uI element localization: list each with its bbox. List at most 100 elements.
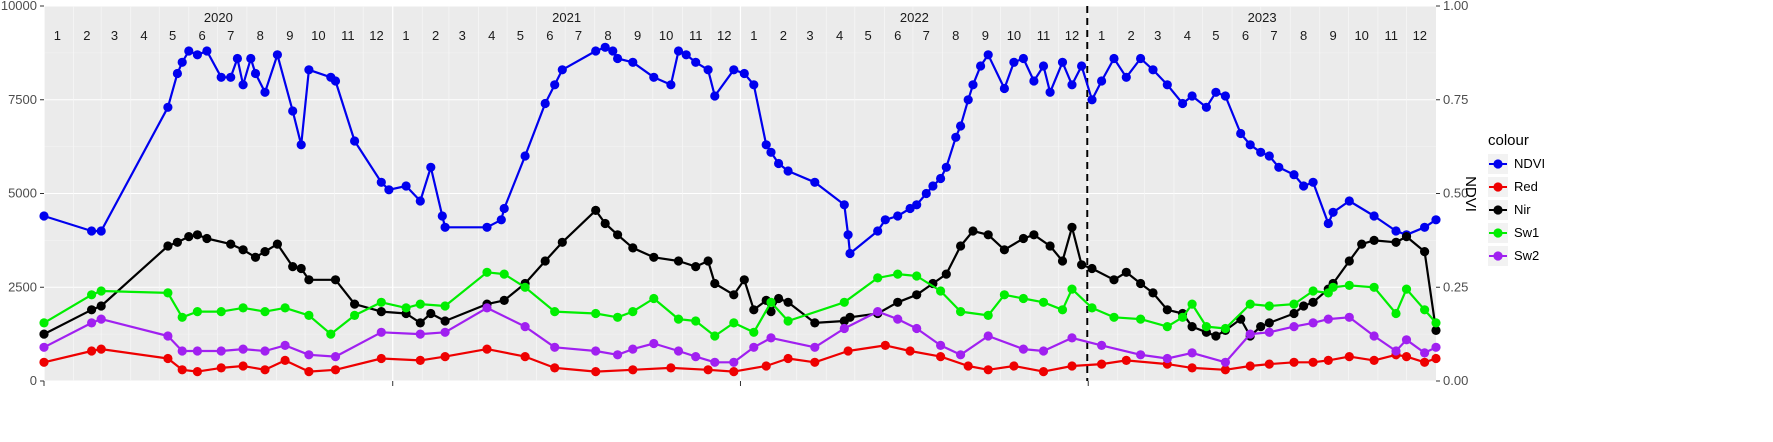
data-point-ndvi bbox=[666, 80, 676, 90]
data-point-ndvi bbox=[304, 65, 314, 75]
data-point-ndvi bbox=[96, 226, 106, 236]
data-point-nir bbox=[1187, 322, 1197, 332]
data-point-red bbox=[163, 353, 173, 364]
data-point-red bbox=[1245, 361, 1255, 371]
data-point-sw1 bbox=[87, 290, 97, 300]
data-point-sw2 bbox=[649, 338, 659, 349]
data-point-sw1 bbox=[591, 308, 601, 319]
data-point-ndvi bbox=[956, 121, 966, 131]
data-point-ndvi bbox=[1077, 61, 1087, 71]
legend-label-sw1: Sw1 bbox=[1514, 225, 1539, 240]
data-point-red bbox=[1121, 355, 1131, 365]
data-point-nir bbox=[350, 299, 360, 309]
legend: colour NDVI Red Nir Sw1 Sw2 bbox=[1488, 132, 1545, 266]
month-label: 6 bbox=[546, 28, 553, 43]
data-point-ndvi bbox=[1264, 151, 1274, 161]
data-point-nir bbox=[202, 233, 212, 244]
data-point-nir bbox=[540, 256, 550, 266]
data-point-sw2 bbox=[1420, 348, 1430, 358]
data-point-sw1 bbox=[983, 310, 993, 320]
data-point-nir bbox=[226, 239, 236, 249]
data-point-sw2 bbox=[613, 350, 623, 360]
data-point-nir bbox=[1299, 301, 1309, 311]
data-point-nir bbox=[272, 239, 282, 249]
data-point-ndvi bbox=[226, 72, 236, 82]
data-point-nir bbox=[426, 308, 436, 319]
data-point-sw2 bbox=[216, 346, 226, 356]
data-point-nir bbox=[941, 269, 951, 279]
month-label: 7 bbox=[575, 28, 582, 43]
legend-label-sw2: Sw2 bbox=[1514, 248, 1539, 263]
data-point-red bbox=[963, 361, 973, 371]
data-point-ndvi bbox=[941, 162, 951, 172]
data-point-ndvi bbox=[1057, 57, 1068, 67]
data-point-ndvi bbox=[591, 46, 601, 56]
data-point-ndvi bbox=[1211, 87, 1221, 97]
month-label: 11 bbox=[1037, 28, 1051, 43]
data-point-red bbox=[703, 365, 713, 375]
legend-title: colour bbox=[1488, 132, 1529, 149]
data-point-sw1 bbox=[192, 307, 202, 317]
data-point-sw1 bbox=[783, 316, 793, 326]
data-point-nir bbox=[1401, 232, 1412, 242]
month-label: 5 bbox=[517, 28, 524, 43]
right-axis-tick-label: 0.75 bbox=[1443, 92, 1468, 107]
data-point-ndvi bbox=[912, 200, 922, 210]
data-point-sw1 bbox=[1220, 323, 1230, 334]
data-point-nir bbox=[766, 307, 776, 317]
data-point-sw1 bbox=[440, 301, 450, 311]
month-label: 9 bbox=[982, 28, 989, 43]
right-axis-tick-label: 0.00 bbox=[1443, 373, 1468, 388]
data-point-ndvi bbox=[330, 76, 341, 86]
month-label: 6 bbox=[1242, 28, 1249, 43]
axes: 0 2500 5000 7500 10000 0.00 0.25 0.50 0.75 1.00 bbox=[1, 0, 1468, 388]
data-point-nir bbox=[810, 318, 820, 328]
data-point-ndvi bbox=[440, 222, 450, 232]
data-point-red bbox=[87, 346, 97, 356]
data-point-sw1 bbox=[710, 331, 720, 341]
data-point-ndvi bbox=[1274, 162, 1284, 172]
data-point-sw1 bbox=[1136, 314, 1146, 324]
data-point-sw1 bbox=[1264, 301, 1274, 311]
data-point-nir bbox=[238, 245, 248, 255]
data-point-sw2 bbox=[1431, 342, 1441, 352]
data-point-ndvi bbox=[739, 68, 749, 79]
data-point-ndvi bbox=[540, 98, 550, 109]
data-point-nir bbox=[499, 295, 509, 305]
data-point-nir bbox=[1018, 233, 1028, 244]
data-point-sw1 bbox=[1109, 312, 1119, 322]
month-label: 4 bbox=[836, 28, 843, 43]
data-point-ndvi bbox=[608, 46, 618, 56]
month-label: 3 bbox=[1154, 28, 1161, 43]
data-point-ndvi bbox=[810, 177, 820, 187]
data-point-sw1 bbox=[1018, 293, 1028, 304]
data-point-ndvi bbox=[951, 132, 961, 142]
data-point-sw1 bbox=[376, 297, 386, 307]
data-point-ndvi bbox=[983, 50, 993, 60]
data-point-nir bbox=[1420, 247, 1430, 257]
data-point-nir bbox=[87, 305, 97, 315]
data-point-sw2 bbox=[1038, 346, 1049, 356]
data-point-nir bbox=[1211, 331, 1221, 341]
data-point-nir bbox=[376, 307, 386, 317]
data-point-ndvi bbox=[296, 140, 306, 150]
data-point-red bbox=[905, 346, 915, 356]
data-point-sw1 bbox=[839, 297, 849, 307]
month-label: 9 bbox=[1329, 28, 1336, 43]
data-point-ndvi bbox=[766, 147, 776, 157]
data-point-nir bbox=[250, 252, 261, 262]
legend-key-point bbox=[1493, 205, 1503, 215]
data-point-ndvi bbox=[216, 72, 226, 82]
data-point-ndvi bbox=[843, 230, 853, 240]
data-point-ndvi bbox=[499, 203, 509, 214]
data-point-sw1 bbox=[999, 290, 1010, 300]
data-point-ndvi bbox=[1187, 91, 1197, 101]
data-point-sw1 bbox=[350, 310, 360, 320]
data-point-sw1 bbox=[482, 267, 492, 277]
data-point-sw2 bbox=[1018, 344, 1028, 354]
data-point-red bbox=[1187, 363, 1197, 373]
data-point-nir bbox=[983, 230, 993, 240]
data-point-sw1 bbox=[766, 297, 776, 307]
data-point-sw2 bbox=[729, 357, 739, 367]
month-label: 12 bbox=[717, 28, 731, 43]
